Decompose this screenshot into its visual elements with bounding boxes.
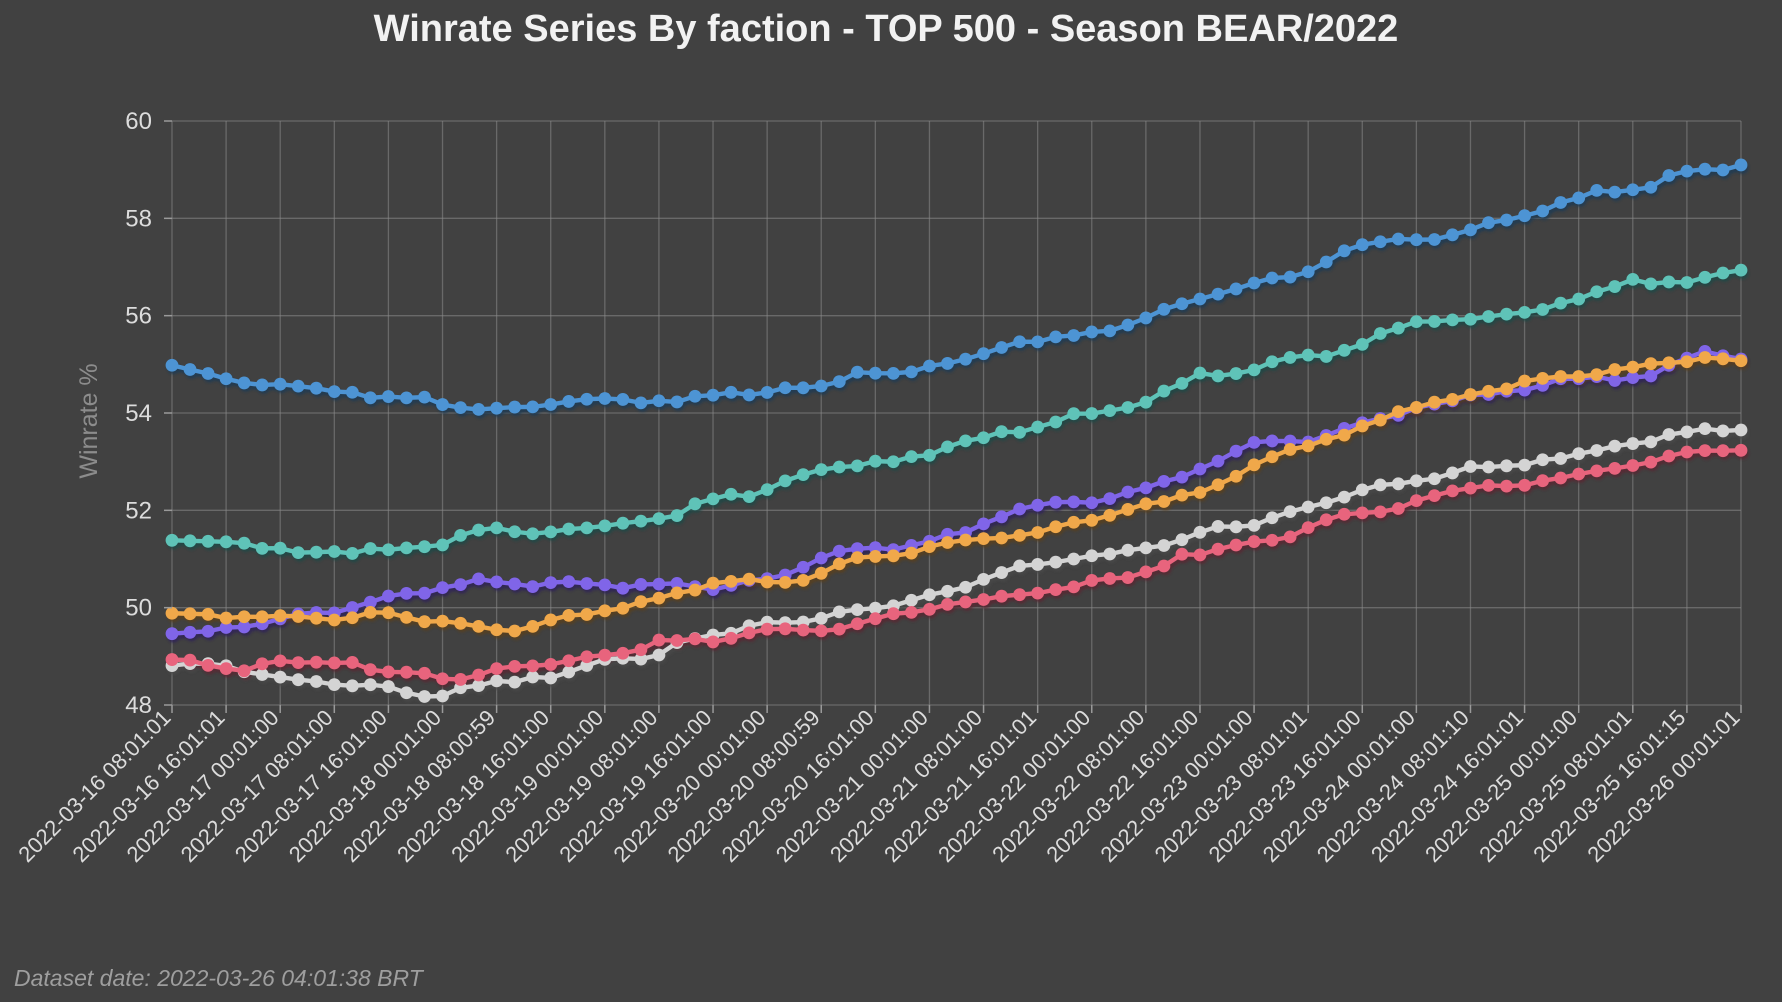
svg-text:50: 50	[125, 595, 152, 622]
svg-text:Winrate %: Winrate %	[75, 363, 103, 478]
svg-text:Winrate Series By faction - TO: Winrate Series By faction - TOP 500 - Se…	[374, 8, 1399, 50]
svg-text:Dataset date: 2022-03-26 04:01: Dataset date: 2022-03-26 04:01:38 BRT	[14, 965, 425, 991]
svg-text:58: 58	[125, 205, 152, 232]
svg-text:60: 60	[125, 108, 152, 135]
svg-text:54: 54	[125, 400, 152, 427]
svg-text:56: 56	[125, 303, 152, 330]
svg-text:52: 52	[125, 497, 152, 524]
